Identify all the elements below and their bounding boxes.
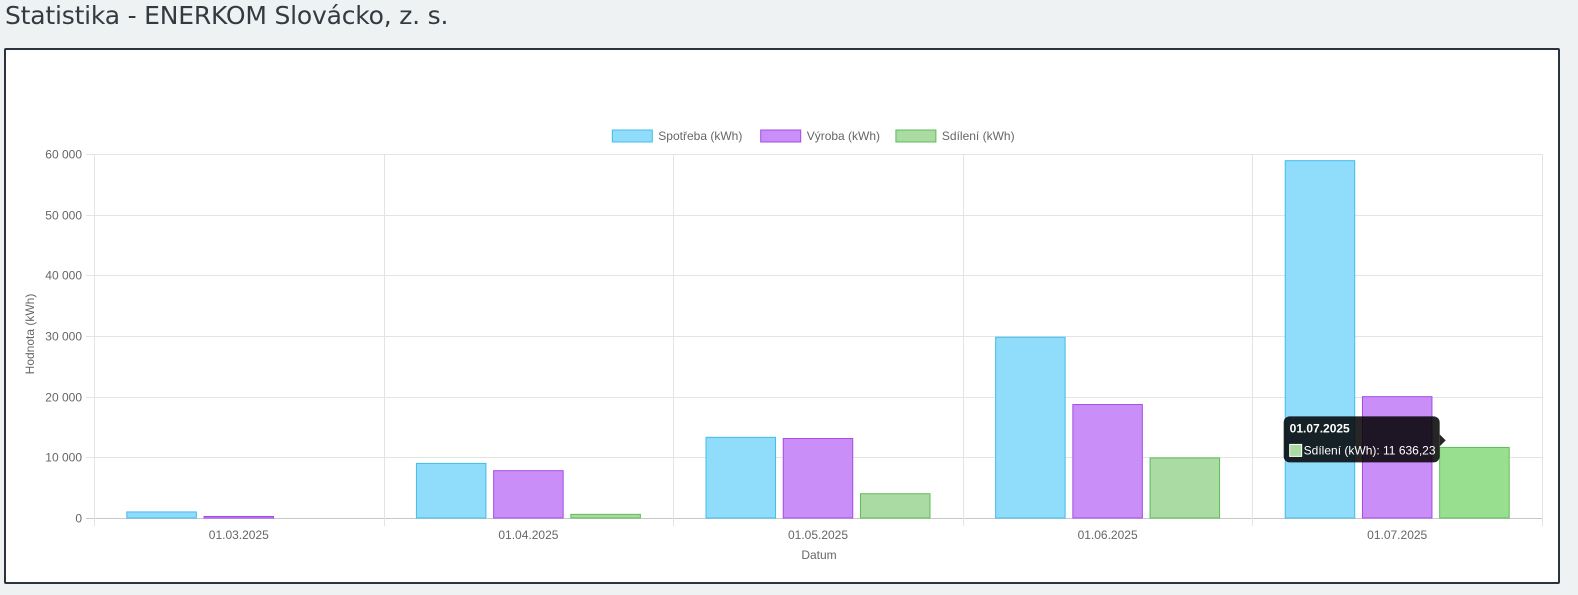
bar[interactable]	[126, 511, 197, 519]
x-tick-label: 01.05.2025	[788, 528, 848, 542]
chart-card: 0 10 000 20 000 30 000 40 000 50 000 60 000 01.…	[4, 48, 1560, 584]
bar-chart[interactable]: 0 10 000 20 000 30 000 40 000 50 000 60 000 01.…	[6, 50, 1558, 582]
bar[interactable]	[1072, 404, 1143, 519]
legend-label: Výroba (kWh)	[807, 129, 880, 143]
x-axis-title: Datum	[801, 548, 836, 562]
tooltip-title: 01.07.2025	[1290, 421, 1350, 435]
x-tick-label: 01.07.2025	[1367, 528, 1427, 542]
y-tick-label: 20 000	[45, 391, 82, 405]
page-title: Statistika - ENERKOM Slovácko, z. s.	[5, 1, 449, 30]
legend-item[interactable]: Výroba (kWh)	[760, 129, 880, 143]
y-tick-label: 60 000	[45, 148, 82, 162]
legend-label: Sdílení (kWh)	[942, 129, 1015, 143]
bar[interactable]	[203, 515, 275, 519]
tooltip-label: Sdílení (kWh): 11 636,23	[1304, 443, 1436, 457]
legend-item[interactable]: Spotřeba (kWh)	[611, 129, 742, 143]
bar[interactable]	[1284, 160, 1356, 519]
x-tick-label: 01.03.2025	[209, 528, 269, 542]
y-tick-label: 40 000	[45, 269, 82, 283]
legend-swatch	[760, 129, 802, 143]
tooltip-box	[1283, 416, 1440, 463]
bar[interactable]	[1439, 446, 1510, 519]
y-tick-label: 50 000	[45, 209, 82, 223]
grid-lines	[86, 154, 1543, 526]
bars	[126, 160, 1510, 519]
legend-swatch	[611, 129, 653, 143]
bar[interactable]	[782, 438, 854, 519]
y-tick-label: 10 000	[45, 451, 82, 465]
legend[interactable]: Spotřeba (kWh) Výroba (kWh) Sdílení (kWh)	[611, 129, 1015, 143]
x-tick-label: 01.06.2025	[1078, 528, 1138, 542]
bar[interactable]	[493, 470, 564, 519]
bar[interactable]	[415, 462, 487, 519]
y-tick-label: 30 000	[45, 330, 82, 344]
axes: 0 10 000 20 000 30 000 40 000 50 000 60 000 01.…	[45, 148, 1427, 543]
x-tick-label: 01.04.2025	[498, 528, 558, 542]
y-tick-label: 0	[75, 512, 82, 526]
tooltip-caret	[1439, 434, 1446, 447]
tooltip: 01.07.2025 Sdílení (kWh): 11 636,23	[1283, 416, 1446, 463]
bar[interactable]	[859, 493, 931, 519]
legend-label: Spotřeba (kWh)	[658, 129, 742, 143]
bar[interactable]	[1149, 457, 1221, 519]
bar[interactable]	[995, 336, 1066, 519]
legend-item[interactable]: Sdílení (kWh)	[895, 129, 1015, 143]
y-axis-title: Hodnota (kWh)	[23, 294, 37, 375]
bar[interactable]	[705, 436, 777, 519]
legend-swatch	[895, 129, 937, 143]
tooltip-swatch	[1289, 443, 1303, 457]
bar[interactable]	[570, 513, 641, 519]
